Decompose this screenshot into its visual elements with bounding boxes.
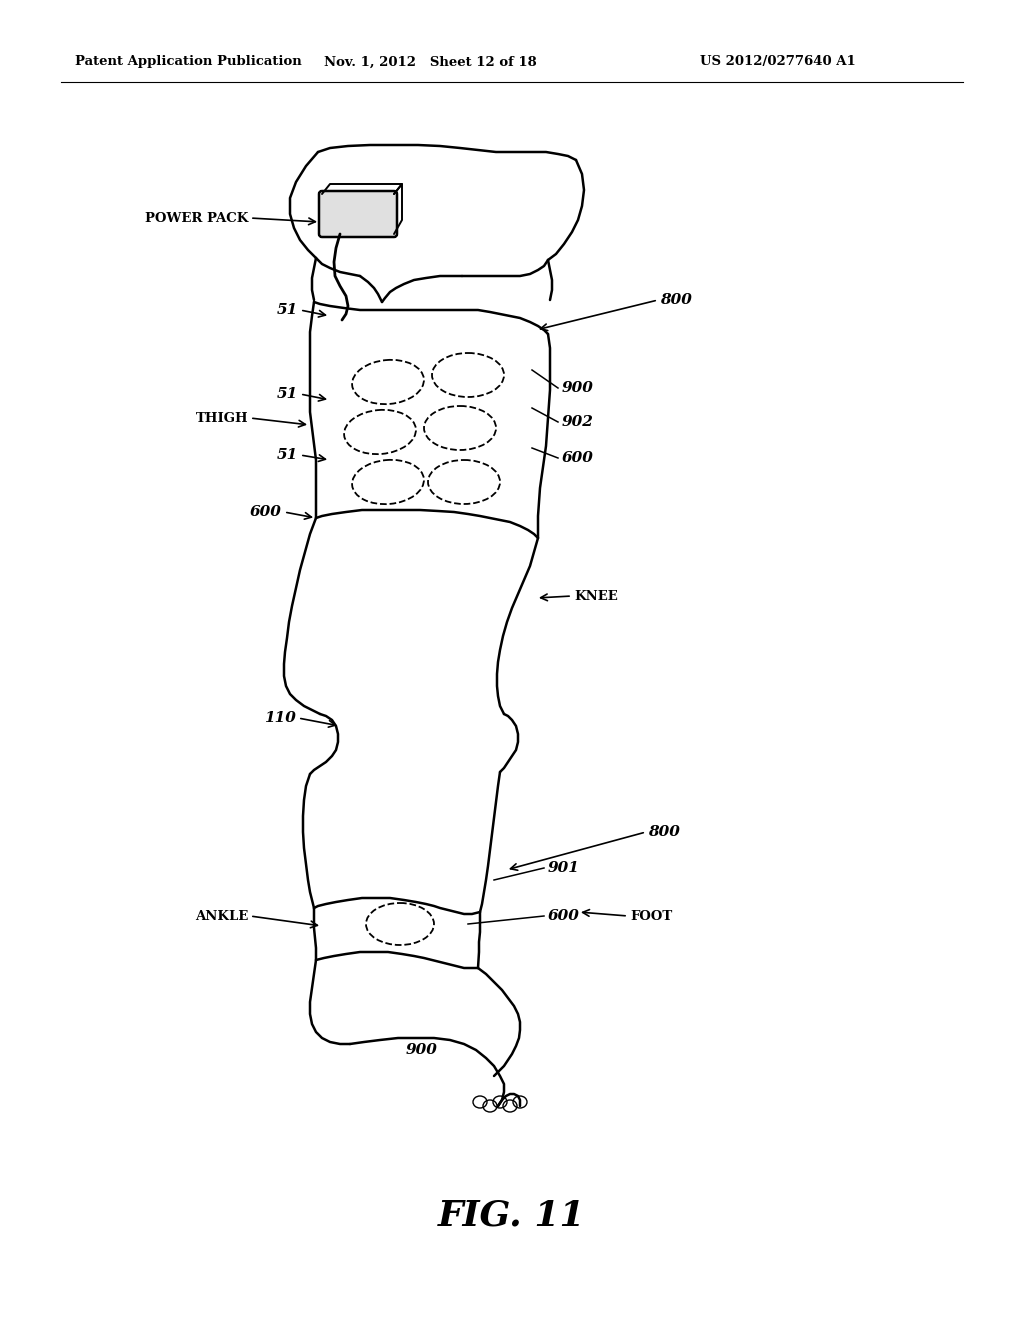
Text: FIG. 11: FIG. 11: [438, 1199, 586, 1232]
Text: 110: 110: [264, 711, 296, 725]
Text: 600: 600: [562, 451, 594, 465]
Text: KNEE: KNEE: [574, 590, 617, 602]
Text: 800: 800: [660, 293, 692, 308]
Text: 51: 51: [276, 304, 298, 317]
Text: FOOT: FOOT: [630, 909, 672, 923]
FancyBboxPatch shape: [319, 191, 397, 238]
Text: 900: 900: [562, 381, 594, 395]
Text: Patent Application Publication: Patent Application Publication: [75, 55, 302, 69]
Text: 600: 600: [548, 909, 580, 923]
Text: US 2012/0277640 A1: US 2012/0277640 A1: [700, 55, 856, 69]
Text: 600: 600: [250, 506, 282, 519]
Text: Nov. 1, 2012   Sheet 12 of 18: Nov. 1, 2012 Sheet 12 of 18: [324, 55, 537, 69]
Text: 51: 51: [276, 387, 298, 401]
Text: THIGH: THIGH: [196, 412, 248, 425]
Text: 902: 902: [562, 414, 594, 429]
Text: 800: 800: [648, 825, 680, 840]
Text: 51: 51: [276, 447, 298, 462]
Text: POWER PACK: POWER PACK: [144, 211, 248, 224]
Text: ANKLE: ANKLE: [195, 909, 248, 923]
Text: 901: 901: [548, 861, 580, 875]
Text: 900: 900: [407, 1043, 438, 1057]
